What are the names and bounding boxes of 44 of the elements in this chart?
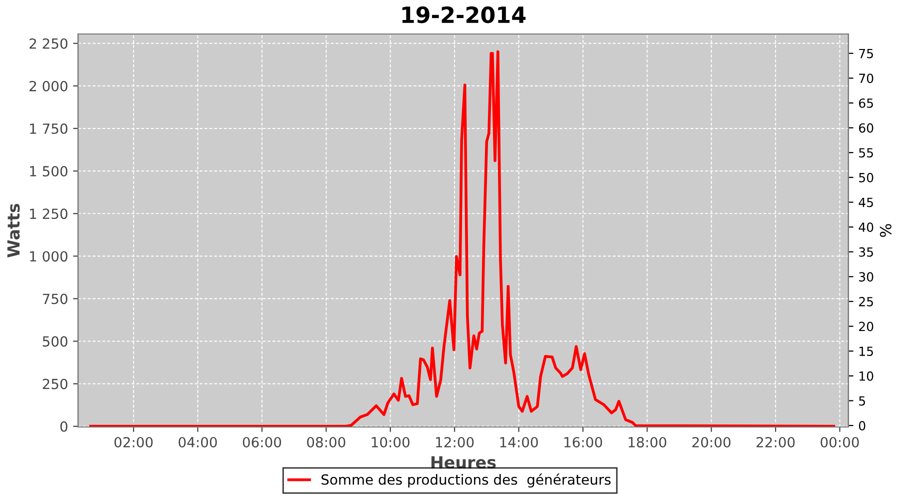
x-tick-label: 04:00 — [178, 436, 217, 448]
x-tick-label: 10:00 — [372, 436, 410, 448]
line-series — [89, 50, 836, 427]
y2-tick-label: 70 — [859, 74, 874, 84]
y2-tick-label: 20 — [859, 322, 874, 332]
y2-tick-label: 25 — [859, 296, 873, 306]
x-tick-label: 20:00 — [692, 436, 730, 448]
y2-tick-label: 45 — [858, 198, 873, 208]
y2-tick-label: 0 — [858, 420, 866, 430]
legend-label: Somme des productions des générateurs — [322, 474, 611, 488]
y-tick-label: 1 000 — [30, 251, 68, 262]
y-axis-title: Watts — [7, 204, 20, 258]
y-tick-label: 0 — [60, 421, 68, 432]
x-tick-label: 12:00 — [436, 436, 474, 448]
x-tick-label: 02:00 — [114, 436, 153, 448]
y2-tick-label: 5 — [859, 396, 866, 406]
y-tick-label: 1 750 — [30, 123, 68, 134]
x-tick-label: 14:00 — [500, 436, 538, 448]
y-tick-label: 750 — [42, 294, 68, 304]
y2-tick-label: 10 — [860, 371, 874, 381]
y-tick-label: 2 250 — [30, 38, 68, 49]
x-tick-label: 16:00 — [564, 436, 602, 448]
y-tick-label: 1 250 — [30, 208, 68, 220]
y2-tick-label: 30 — [859, 272, 874, 282]
y2-tick-label: 40 — [858, 222, 874, 232]
y2-tick-label: 65 — [859, 98, 873, 108]
x-tick-label: 06:00 — [242, 436, 282, 448]
x-tick-label: 00:00 — [820, 436, 859, 448]
y2-tick-label: 60 — [859, 123, 874, 133]
y2-tick-label: 15 — [860, 346, 873, 356]
y2-tick-label: 35 — [859, 247, 873, 257]
y-tick-label: 500 — [42, 336, 68, 347]
y2-tick-label: 75 — [859, 48, 873, 58]
chart-title: 19-2-2014 — [402, 6, 526, 24]
y2-axis-title: % — [880, 224, 892, 237]
y-tick-label: 1 500 — [30, 166, 68, 176]
y2-tick-label: 55 — [859, 148, 873, 158]
y2-tick-label: 50 — [859, 172, 874, 182]
x-tick-label: 22:00 — [756, 436, 795, 448]
x-tick-label: 18:00 — [628, 436, 666, 448]
x-tick-label: 08:00 — [307, 436, 346, 448]
y-tick-label: 2 000 — [30, 80, 68, 92]
x-axis-title: Heures — [431, 456, 496, 469]
y-tick-label: 250 — [42, 378, 68, 390]
